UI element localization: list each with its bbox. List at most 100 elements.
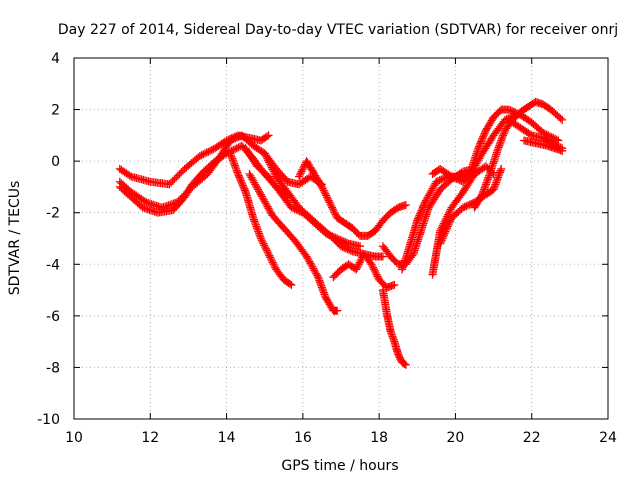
data-point-run	[494, 127, 509, 154]
data-point-run	[128, 189, 149, 206]
data-point-run	[228, 132, 245, 144]
data-point-run	[261, 151, 280, 179]
data-point	[264, 249, 273, 258]
data-point-run	[479, 132, 497, 156]
data-point	[256, 190, 265, 199]
data-point-run	[227, 151, 242, 177]
data-point-run	[376, 277, 390, 290]
data-point-run	[406, 218, 421, 249]
data-point	[325, 198, 334, 207]
data-point-run	[292, 238, 310, 259]
x-tick-label: 16	[294, 430, 312, 446]
data-point-run	[380, 210, 394, 223]
data-point	[352, 265, 361, 274]
data-point-run	[399, 359, 409, 368]
data-point-run	[379, 287, 391, 316]
data-point	[420, 198, 429, 207]
data-point	[378, 252, 387, 261]
data-point-run	[117, 165, 134, 180]
series-track-h	[295, 157, 410, 240]
data-point-run	[314, 274, 330, 301]
data-point-run	[342, 220, 355, 232]
data-point	[436, 226, 445, 235]
data-point-run	[128, 173, 153, 186]
data-point-run	[413, 200, 429, 223]
data-point-run	[330, 266, 344, 280]
x-tick-label: 18	[370, 430, 388, 446]
data-point-run	[273, 166, 291, 185]
data-point-run	[394, 352, 406, 365]
y-tick-label: 2	[51, 103, 60, 119]
x-axis-label: GPS time / hours	[281, 458, 398, 474]
data-point	[367, 260, 376, 269]
grid-lines	[74, 58, 608, 419]
data-point	[333, 306, 342, 315]
data-point-run	[460, 171, 478, 195]
data-point-run	[361, 251, 375, 267]
data-point	[195, 151, 204, 160]
series-track-j	[378, 286, 410, 369]
data-point-run	[540, 134, 554, 147]
data-point	[317, 182, 326, 191]
data-point-run	[303, 158, 318, 177]
data-point-run	[334, 214, 348, 226]
x-tick-label: 10	[65, 430, 83, 446]
data-point-run	[372, 218, 386, 234]
x-tick-label: 12	[141, 430, 159, 446]
series-track-n	[428, 162, 498, 279]
data-point-run	[265, 251, 280, 272]
data-point-run	[410, 228, 425, 257]
data-point-run	[437, 176, 454, 193]
data-point-run	[117, 179, 134, 195]
data-point-run	[475, 127, 490, 151]
data-point-run	[428, 228, 444, 277]
data-point-run	[368, 262, 383, 283]
y-tick-label: 0	[51, 154, 60, 170]
data-point-run	[296, 205, 313, 221]
data-point-run	[265, 174, 283, 195]
data-point-run	[246, 171, 264, 197]
data-point-run	[388, 204, 401, 216]
data-point-run	[437, 165, 454, 180]
data-point-run	[319, 225, 336, 242]
data-point-run	[398, 244, 414, 272]
data-point	[401, 360, 410, 369]
data-point-run	[117, 184, 134, 200]
data-point-run	[349, 225, 363, 239]
data-point-run	[257, 192, 276, 218]
data-point-run	[510, 109, 523, 123]
data-point-run	[128, 194, 146, 211]
data-point-run	[326, 200, 341, 221]
data-point	[390, 280, 399, 289]
y-tick-label: 4	[51, 51, 60, 67]
series-track-e	[245, 170, 342, 315]
data-point	[256, 234, 265, 243]
data-point-run	[181, 181, 196, 200]
data-point-run	[239, 132, 256, 149]
data-point-run	[170, 194, 188, 213]
data-point-run	[460, 199, 477, 211]
data-point-run	[449, 205, 466, 221]
data-point-run	[490, 117, 508, 138]
data-point-run	[437, 205, 455, 233]
data-point-run	[284, 189, 302, 210]
data-point-run	[517, 104, 531, 116]
data-point-run	[460, 169, 474, 185]
data-point-run	[380, 243, 394, 259]
data-point-run	[478, 171, 494, 197]
y-tick-label: -8	[46, 360, 60, 376]
x-tick-label: 24	[599, 430, 617, 446]
data-point-run	[273, 267, 287, 283]
data-point-run	[330, 236, 344, 249]
data-point-run	[540, 129, 561, 144]
y-tick-label: -6	[46, 309, 60, 325]
data-point-run	[182, 153, 203, 172]
data-point	[558, 146, 567, 155]
data-point-run	[242, 189, 257, 221]
data-point-run	[277, 189, 295, 210]
data-point-run	[383, 310, 395, 334]
data-point-run	[334, 235, 351, 247]
data-point-run	[540, 101, 554, 113]
plot-frame	[73, 57, 609, 420]
